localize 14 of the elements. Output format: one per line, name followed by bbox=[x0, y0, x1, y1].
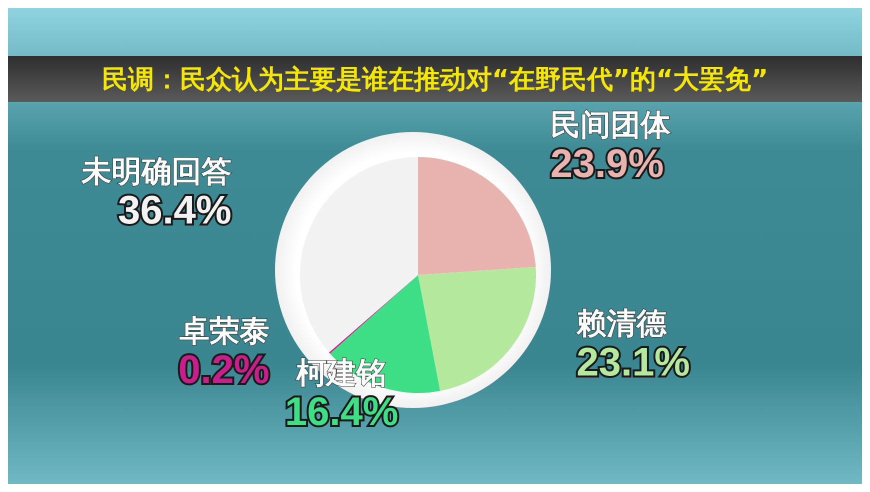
data-label: 23.9% bbox=[550, 142, 664, 186]
slice-label: 未明确回答 bbox=[80, 154, 232, 190]
pie-slice bbox=[418, 266, 536, 391]
slice-label: 赖清德 bbox=[576, 306, 668, 342]
pie-slice bbox=[418, 157, 536, 275]
pie-slice bbox=[300, 157, 418, 352]
chart-title: 民调：民众认为主要是谁在推动对“在野民代”的“大罢免” bbox=[100, 64, 770, 97]
data-label: 36.4% bbox=[118, 188, 232, 233]
data-label: 16.4% bbox=[284, 390, 398, 434]
data-label: 23.1% bbox=[576, 340, 690, 384]
slice-label: 柯建铭 bbox=[296, 356, 387, 392]
slice-label: 卓荣泰 bbox=[178, 314, 270, 349]
data-label: 0.2% bbox=[178, 348, 270, 392]
slice-label: 民间团体 bbox=[550, 108, 672, 143]
